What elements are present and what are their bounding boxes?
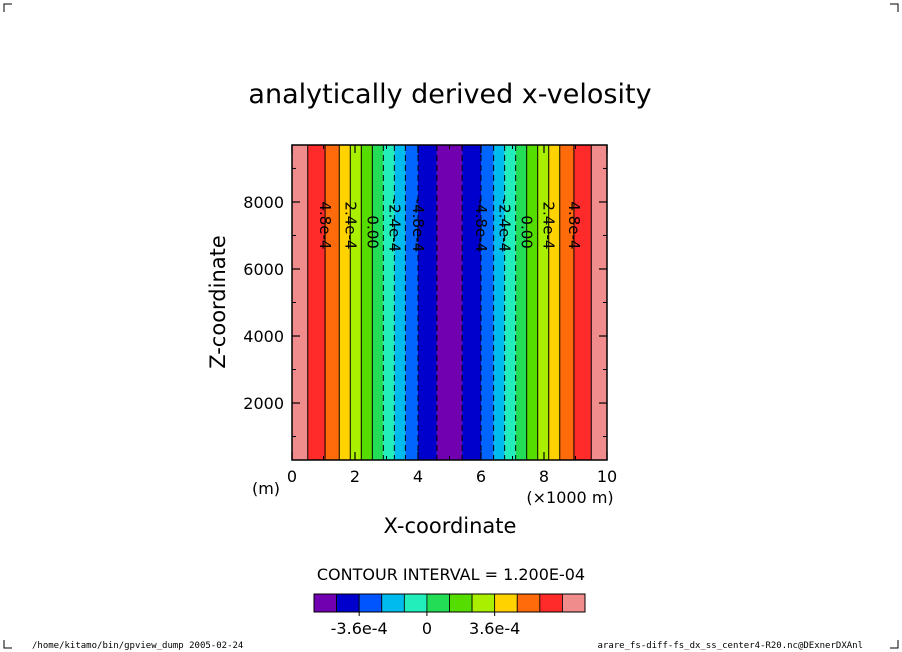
contour-label: 0.00 xyxy=(363,215,381,248)
color-band xyxy=(462,145,481,460)
color-band xyxy=(405,145,418,460)
color-band xyxy=(350,145,362,460)
color-band xyxy=(591,145,607,460)
contour-label: -2.4e-4 xyxy=(385,199,403,252)
color-band xyxy=(394,145,406,460)
color-band xyxy=(361,145,373,460)
color-band xyxy=(307,145,326,460)
colorbar-frame xyxy=(313,593,586,613)
x-tick-label: 10 xyxy=(597,467,617,486)
color-band xyxy=(418,145,437,460)
color-band xyxy=(383,145,395,460)
y-tick-label: 4000 xyxy=(243,327,284,346)
colorbar-cell xyxy=(426,593,450,613)
colorbar-cell xyxy=(403,593,428,613)
x-tick-label: 4 xyxy=(413,467,423,486)
color-band xyxy=(372,145,384,460)
colorbar: -3.6e-4 0 3.6e-4 xyxy=(313,593,586,638)
colorbar-cell xyxy=(539,593,563,613)
y-tick-label: 6000 xyxy=(243,260,284,279)
contour-label: -2.4e-4 xyxy=(496,199,514,252)
color-band xyxy=(436,145,463,460)
colorbar-cell xyxy=(516,593,541,613)
color-band xyxy=(292,145,308,460)
x-unit-left: (m) xyxy=(252,479,280,498)
contour-label: 4.8e-4 xyxy=(316,201,334,249)
colorbar-cell xyxy=(471,593,496,613)
contour-label: 4.8e-4 xyxy=(565,201,583,249)
color-band xyxy=(493,145,505,460)
colorbar-cell xyxy=(336,593,360,613)
x-tick-label: 2 xyxy=(350,467,360,486)
contour-labels: 4.8e-4 2.4e-4 0.00 -2.4e-4 -4.8e-4 -4.8e-4 -2.… xyxy=(316,199,583,252)
axes: 0 2 4 6 8 10 2000 4000 6000 8000 xyxy=(243,145,617,486)
color-band xyxy=(515,145,527,460)
color-band xyxy=(481,145,494,460)
color-band xyxy=(573,145,592,460)
colorbar-label: 3.6e-4 xyxy=(469,619,520,638)
crop-marks xyxy=(3,3,899,649)
colorbar-label: 0 xyxy=(422,619,432,638)
color-band xyxy=(339,145,351,460)
x-tick-label: 0 xyxy=(287,467,297,486)
x-unit-right: (×1000 m) xyxy=(526,488,613,507)
contour-lines xyxy=(307,145,592,460)
y-tick-label: 8000 xyxy=(243,193,284,212)
color-band xyxy=(548,145,560,460)
colorbar-cell xyxy=(494,593,518,613)
chart-title: analytically derived x-velosity xyxy=(248,79,651,110)
footer-left: /home/kitamo/bin/gpview_dump 2005-02-24 xyxy=(32,641,243,651)
x-tick-label: 8 xyxy=(539,467,549,486)
y-axis-label: Z-coordinate xyxy=(206,235,230,369)
contour-label: 2.4e-4 xyxy=(341,201,359,249)
color-band xyxy=(325,145,340,460)
contour-label: 2.4e-4 xyxy=(540,201,558,249)
x-axis-label: X-coordinate xyxy=(384,514,517,538)
color-band xyxy=(504,145,516,460)
contour-label: 0.00 xyxy=(518,215,536,248)
contour-interval: CONTOUR INTERVAL = 1.200E-04 xyxy=(317,565,585,584)
colorbar-cell xyxy=(562,593,586,613)
contour-label: -4.8e-4 xyxy=(472,199,490,252)
y-tick-label: 2000 xyxy=(243,394,284,413)
color-band xyxy=(537,145,549,460)
footer-right: arare_fs-diff-fs_dx_ss_center4-R20.nc@DE… xyxy=(597,641,863,651)
colorbar-cell xyxy=(449,593,473,613)
colorbar-label: -3.6e-4 xyxy=(331,619,388,638)
color-band xyxy=(559,145,574,460)
colorbar-cell xyxy=(358,593,383,613)
contour-label: -4.8e-4 xyxy=(409,199,427,252)
color-band xyxy=(526,145,538,460)
color-bands xyxy=(292,145,607,460)
colorbar-cell xyxy=(313,593,337,613)
x-tick-label: 6 xyxy=(476,467,486,486)
colorbar-cell xyxy=(381,593,405,613)
